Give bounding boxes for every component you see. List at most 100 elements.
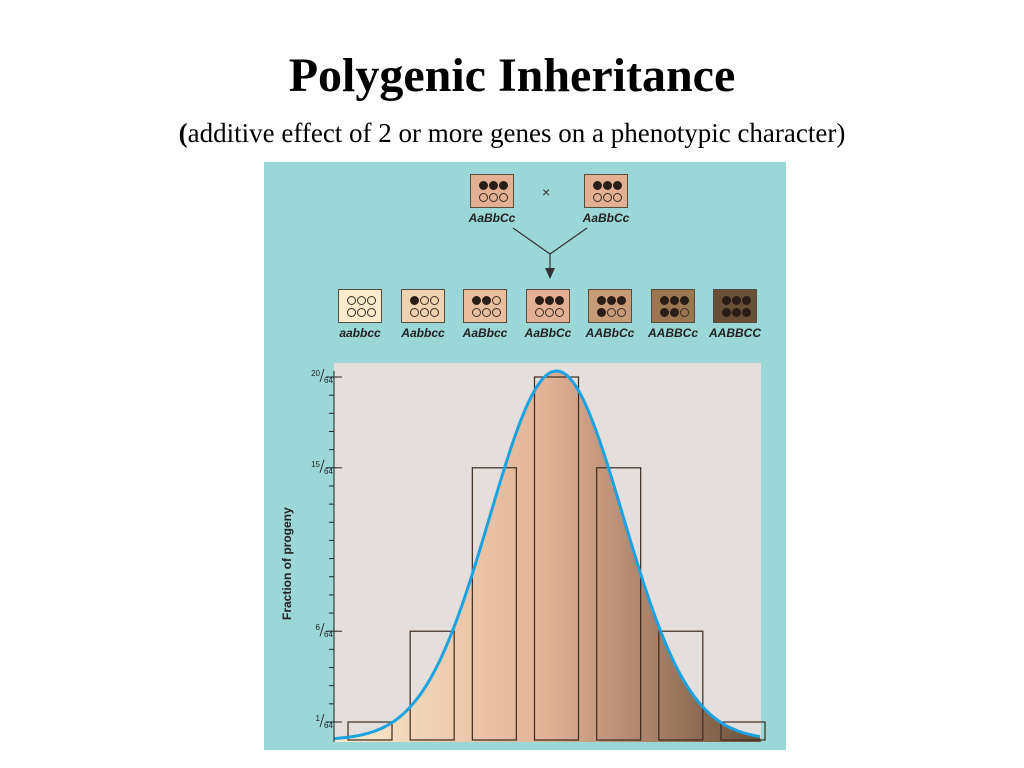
tick-numerator: 6 (316, 623, 321, 632)
light-allele-dot (613, 193, 622, 202)
light-allele-dot (603, 193, 612, 202)
light-allele-dot (535, 308, 544, 317)
bar-AABBCc (658, 630, 704, 741)
light-allele-dot (492, 296, 501, 305)
light-allele-dot (430, 296, 439, 305)
arrow-head-icon (545, 268, 555, 279)
dark-allele-dot (742, 308, 751, 317)
tick-denominator: 64 (324, 467, 333, 476)
curve-fill (334, 371, 761, 742)
dark-allele-dot (670, 296, 679, 305)
tick-slash (319, 623, 325, 637)
light-allele-dot (680, 308, 689, 317)
dark-allele-dot (722, 308, 731, 317)
dark-allele-dot (410, 296, 419, 305)
light-allele-dot (472, 308, 481, 317)
light-allele-dot (357, 296, 366, 305)
offspring-genotype-label: aabbcc (339, 326, 381, 340)
tick-slash (319, 459, 325, 473)
y-tick-label-6-64: 664 (316, 623, 333, 639)
offspring-genotype-box (463, 289, 507, 323)
light-allele-dot (499, 193, 508, 202)
dark-allele-dot (732, 296, 741, 305)
dark-allele-dot (597, 296, 606, 305)
cross-arrow (512, 227, 588, 279)
dark-allele-dot (742, 296, 751, 305)
light-allele-dot (410, 308, 419, 317)
page-subtitle: (additive effect of 2 or more genes on a… (0, 116, 1024, 150)
cross-symbol: × (542, 184, 551, 200)
dark-allele-dot (479, 181, 488, 190)
bar-AABbCc (596, 467, 642, 741)
subtitle-text: additive effect of 2 or more genes on a … (187, 118, 846, 148)
offspring-genotype-label: AABBCC (709, 326, 761, 340)
page-title: Polygenic Inheritance (288, 49, 736, 102)
offspring-genotype-box (651, 289, 695, 323)
dark-allele-dot (472, 296, 481, 305)
dark-allele-dot (660, 308, 669, 317)
offspring-genotype-label: AABBCc (647, 326, 698, 340)
light-allele-dot (555, 308, 564, 317)
bar-AaBbcc (471, 467, 517, 741)
bell-curve-line (333, 369, 761, 741)
tick-numerator: 15 (311, 460, 320, 469)
bar-AABBCC (720, 721, 766, 741)
bar-Aabbcc (409, 630, 455, 741)
dark-allele-dot (535, 296, 544, 305)
tick-slash (319, 713, 325, 728)
light-allele-dot (347, 296, 356, 305)
light-allele-dot (430, 308, 439, 317)
light-allele-dot (607, 308, 616, 317)
dark-allele-dot (593, 181, 602, 190)
dark-allele-dot (617, 296, 626, 305)
dark-allele-dot (482, 296, 491, 305)
light-allele-dot (492, 308, 501, 317)
dark-allele-dot (603, 181, 612, 190)
dark-allele-dot (555, 296, 564, 305)
offspring-genotype-box (401, 289, 445, 323)
dark-allele-dot (499, 181, 508, 190)
dark-allele-dot (545, 296, 554, 305)
offspring-genotype-box (338, 289, 382, 323)
tick-numerator: 20 (311, 369, 320, 378)
dark-allele-dot (607, 296, 616, 305)
parent-genotype-box (470, 174, 514, 208)
light-allele-dot (593, 193, 602, 202)
dark-allele-dot (660, 296, 669, 305)
figure-panel: × Fraction of progeny 20 64 15 64 6 64 1 64 AaB… (264, 162, 786, 750)
dark-allele-dot (597, 308, 606, 317)
light-allele-dot (482, 308, 491, 317)
offspring-genotype-label: AaBbcc (462, 326, 508, 340)
y-tick-label-1-64: 164 (316, 713, 333, 730)
tick-slash (319, 368, 325, 383)
dark-allele-dot (732, 308, 741, 317)
light-allele-dot (367, 308, 376, 317)
light-allele-dot (489, 193, 498, 202)
bar-aabbcc (347, 721, 393, 741)
offspring-genotype-label: AaBbCc (524, 326, 572, 340)
offspring-genotype-label: Aabbcc (401, 326, 445, 340)
dark-allele-dot (613, 181, 622, 190)
offspring-genotype-box (588, 289, 632, 323)
tick-denominator: 64 (324, 630, 333, 639)
light-allele-dot (479, 193, 488, 202)
light-allele-dot (420, 308, 429, 317)
tick-denominator: 64 (324, 721, 333, 730)
offspring-genotype-box (526, 289, 570, 323)
tick-denominator: 64 (324, 376, 333, 385)
parent-genotype-label: AaBbCc (468, 211, 516, 225)
dark-allele-dot (680, 296, 689, 305)
light-allele-dot (347, 308, 356, 317)
light-allele-dot (367, 296, 376, 305)
subtitle-open-paren: ( (178, 118, 188, 148)
light-allele-dot (357, 308, 366, 317)
bar-AaBbCc (533, 376, 580, 741)
light-allele-dot (617, 308, 626, 317)
light-allele-dot (545, 308, 554, 317)
parent-genotype-label: AaBbCc (582, 211, 630, 225)
offspring-genotype-box (713, 289, 757, 323)
offspring-genotype-label: AABbCc (585, 326, 635, 340)
